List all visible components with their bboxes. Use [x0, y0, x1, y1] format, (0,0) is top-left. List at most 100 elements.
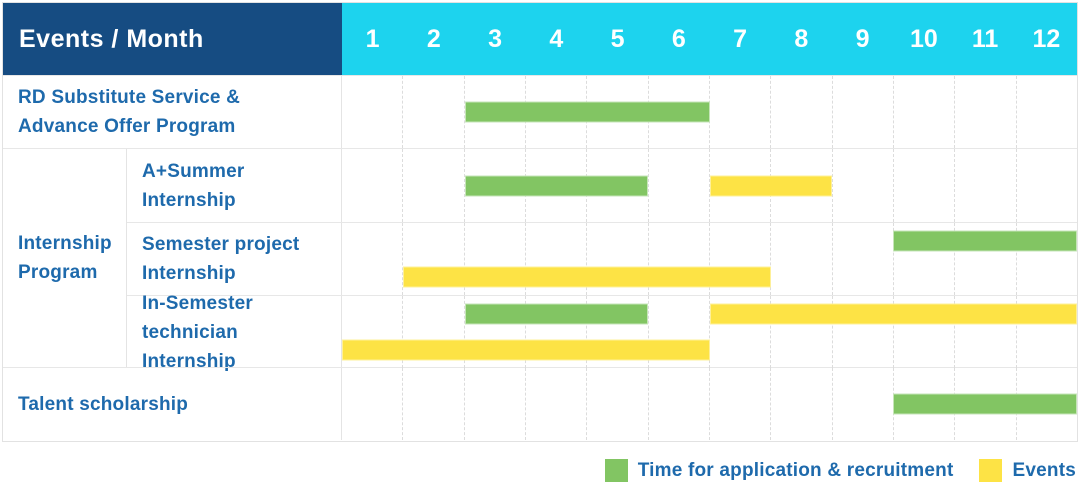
events-month-header: Events / Month: [3, 3, 342, 75]
grid-column: [465, 368, 526, 440]
grid-column: [342, 296, 404, 368]
grid-column: [587, 223, 649, 295]
grid-column: [771, 223, 833, 295]
chart-cell: [342, 296, 1077, 368]
grid-column: [403, 149, 465, 222]
grid-column: [649, 368, 710, 440]
chart-cell: [342, 368, 1077, 440]
grid-column: [710, 76, 772, 148]
events-bar: [342, 339, 710, 361]
grid-column: [955, 296, 1017, 368]
grid-column: [894, 296, 956, 368]
grid-column: [771, 76, 833, 148]
grid-column: [587, 296, 649, 368]
grid-column: [955, 149, 1017, 222]
legend-label-application-recruitment: Time for application & recruitment: [637, 459, 954, 481]
month-header-cell: 5: [610, 24, 625, 53]
internship-program-group: Internship Program A+Summer Internship S…: [3, 148, 1077, 372]
legend-item-events: Events: [979, 459, 1076, 482]
yellow-swatch-icon: [979, 459, 1003, 482]
bar-track: [342, 368, 1077, 440]
grid-column: [403, 76, 465, 148]
row-label-talent-scholarship: Talent scholarship: [3, 368, 342, 440]
bar-track: [342, 76, 1077, 148]
green-swatch-icon: [604, 459, 628, 482]
events-bar: [709, 175, 832, 196]
events-bar: [709, 303, 1077, 325]
grid-column: [894, 223, 956, 295]
grid-column: [526, 368, 588, 440]
grid-column: [403, 296, 465, 368]
grid-column: [771, 296, 833, 368]
grid-column: [649, 296, 710, 368]
grid-column: [710, 296, 772, 368]
month-header-cell: 11: [971, 24, 999, 53]
row-label-rd-substitute: RD Substitute Service & Advance Offer Pr…: [3, 76, 342, 148]
month-header-cell: 1: [365, 24, 380, 53]
grid-column: [342, 149, 404, 222]
grid-column: [955, 76, 1017, 148]
month-header-cell: 4: [549, 24, 564, 53]
month-header-cell: 3: [488, 24, 503, 53]
grid-column: [526, 296, 588, 368]
month-gridlines: [342, 223, 1077, 295]
grid-column: [342, 223, 404, 295]
chart-cell: [342, 149, 1077, 222]
grid-column: [465, 223, 526, 295]
grid-column: [342, 368, 404, 440]
month-gridlines: [342, 296, 1077, 368]
month-header-cell: 12: [1032, 24, 1061, 53]
grid-column: [894, 149, 956, 222]
grid-column: [587, 368, 649, 440]
bar-track: [342, 332, 1077, 368]
application-recruitment-bar: [464, 303, 649, 325]
grid-column: [649, 149, 710, 222]
group-rows: A+Summer Internship Semester project Int…: [127, 149, 1077, 372]
table-row: Talent scholarship: [3, 367, 1077, 440]
grid-column: [342, 76, 404, 148]
grid-column: [771, 368, 833, 440]
month-header-cell: 7: [733, 24, 748, 53]
month-header-cell: 9: [855, 24, 870, 53]
row-label-semester-project: Semester project Internship: [127, 223, 342, 295]
legend-item-application-recruitment: Time for application & recruitment: [604, 459, 954, 482]
grid-column: [403, 223, 465, 295]
grid-column: [771, 149, 833, 222]
events-bar: [403, 266, 771, 288]
application-recruitment-bar: [893, 230, 1077, 252]
chart-cell: [342, 76, 1077, 148]
month-header-row: 1 2 3 4 5 6 7 8 9 10 11 12: [342, 3, 1077, 75]
chart-cell: [342, 223, 1077, 295]
application-recruitment-bar: [464, 101, 710, 123]
bar-track: [342, 223, 1077, 259]
legend-label-events: Events: [1012, 459, 1076, 481]
grid-column: [710, 223, 772, 295]
grid-column: [833, 223, 894, 295]
table-row: A+Summer Internship: [127, 149, 1077, 222]
month-header-cell: 2: [426, 24, 441, 53]
table-row: Semester project Internship: [127, 222, 1077, 295]
bar-track: [342, 149, 1077, 222]
table-row: In-Semester technician Internship: [127, 293, 1077, 372]
grid-column: [894, 76, 956, 148]
grid-column: [955, 223, 1017, 295]
bar-track: [342, 296, 1077, 332]
grid-column: [833, 296, 894, 368]
table-row: RD Substitute Service & Advance Offer Pr…: [3, 75, 1077, 148]
row-label-in-semester-technician: In-Semester technician Internship: [127, 293, 342, 372]
application-recruitment-bar: [464, 175, 649, 196]
grid-column: [403, 368, 465, 440]
grid-column: [833, 76, 894, 148]
gantt-table: Events / Month 1 2 3 4 5 6 7 8 9 10 11 12 RD Substi…: [2, 2, 1078, 442]
application-recruitment-bar: [893, 393, 1077, 415]
grid-column: [833, 149, 894, 222]
table-header-row: Events / Month 1 2 3 4 5 6 7 8 9 10 11 12: [3, 3, 1077, 75]
grid-column: [465, 296, 526, 368]
legend: Time for application & recruitment Event…: [604, 459, 1076, 482]
grid-column: [710, 368, 772, 440]
grid-column: [649, 223, 710, 295]
bar-track: [342, 259, 1077, 295]
row-label-a-plus-summer: A+Summer Internship: [127, 149, 342, 222]
month-header-cell: 10: [909, 24, 938, 53]
